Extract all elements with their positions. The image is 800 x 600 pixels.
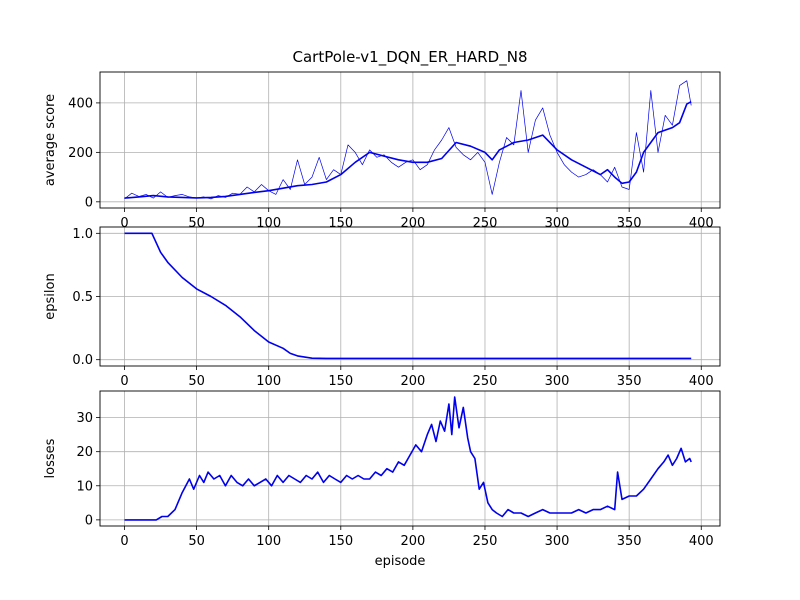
- y-tick-label: 20: [76, 445, 93, 460]
- x-tick-label: 250: [473, 534, 498, 549]
- x-tick-label: 400: [689, 534, 714, 549]
- y-tick-label: 10: [76, 479, 93, 494]
- x-tick-label: 200: [400, 534, 425, 549]
- y-axis-label: losses: [43, 438, 58, 478]
- y-tick-label: 1.0: [72, 227, 93, 242]
- x-tick-label: 100: [256, 534, 281, 549]
- x-tick-label: 0: [120, 374, 128, 389]
- axes-frame: [99, 390, 721, 527]
- x-tick-label: 50: [188, 534, 205, 549]
- x-tick-label: 100: [256, 374, 281, 389]
- x-tick-label: 150: [328, 374, 353, 389]
- x-tick-label: 350: [617, 534, 642, 549]
- x-tick-label: 200: [400, 374, 425, 389]
- y-tick-label: 400: [68, 96, 93, 111]
- axes-frame: [99, 71, 721, 209]
- subplot-3: 0 50 100 150 200 250 300 350 400 0 10 20 30 losses epi…: [43, 390, 721, 569]
- x-tick-label: 300: [545, 534, 570, 549]
- x-tick-label: 150: [328, 534, 353, 549]
- y-tick-label: 30: [76, 411, 93, 426]
- y-tick-label: 0: [85, 195, 93, 210]
- y-axis-label: epsilon: [43, 273, 58, 319]
- series-line-bold: [124, 396, 692, 521]
- x-tick-label: 0: [120, 534, 128, 549]
- y-tick-label: 0: [85, 513, 93, 528]
- series-line-bold: [124, 232, 692, 360]
- x-tick-label: 400: [689, 374, 714, 389]
- subplot-2: 0 50 100 150 200 250 300 350 400 0.0 0.5 1.0 epsilon: [43, 226, 721, 389]
- y-tick-label: 200: [68, 146, 93, 161]
- x-axis-label: episode: [375, 554, 426, 569]
- x-tick-label: 250: [473, 374, 498, 389]
- x-tick-label: 350: [617, 374, 642, 389]
- x-tick-label: 0: [120, 216, 128, 231]
- series-line-bold: [124, 100, 692, 199]
- y-tick-label: 0.0: [72, 353, 93, 368]
- x-tick-label: 300: [545, 374, 570, 389]
- chart-title: CartPole-v1_DQN_ER_HARD_N8: [293, 48, 528, 67]
- y-axis-label: average score: [43, 94, 58, 186]
- x-tick-label: 50: [188, 374, 205, 389]
- y-tick-label: 0.5: [72, 290, 93, 305]
